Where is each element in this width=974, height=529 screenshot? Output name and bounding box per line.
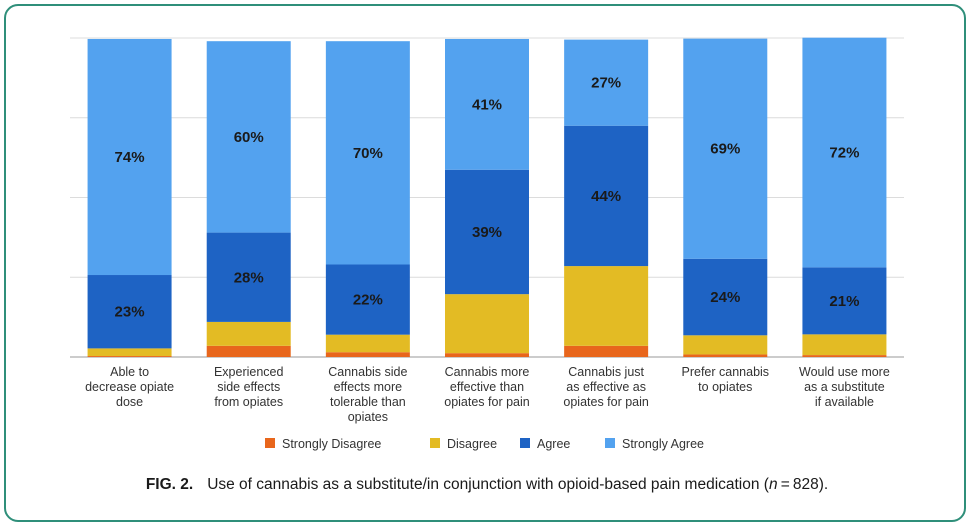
bar-segment (87, 356, 172, 357)
bar-segment (325, 264, 410, 335)
bar-segment (564, 266, 649, 346)
data-label: 22% (353, 292, 383, 309)
bar-segment (802, 334, 887, 356)
data-label: 69% (710, 141, 740, 158)
bar-segment (87, 275, 172, 349)
bar-segment (206, 345, 291, 357)
bar-segment (564, 345, 649, 357)
data-label: 44% (591, 188, 621, 205)
bar-segment (445, 294, 529, 354)
bar-segment (87, 348, 172, 357)
caption-text: Use of cannabis as a substitute/in conju… (207, 476, 769, 493)
legend-label: Agree (537, 437, 570, 451)
data-label: 74% (115, 149, 145, 166)
bar-segment (802, 355, 887, 357)
data-label: 72% (829, 145, 859, 162)
legend-swatch (605, 438, 615, 448)
bar-segment (445, 353, 529, 357)
bar-segment (564, 39, 649, 126)
category-label: Prefer cannabis to opiates (682, 365, 770, 394)
legend-swatch (265, 438, 275, 448)
data-label: 70% (353, 145, 383, 162)
legend-label: Strongly Disagree (282, 437, 381, 451)
data-label: 24% (710, 289, 740, 306)
data-label: 21% (829, 293, 859, 310)
bar-segment (206, 232, 291, 322)
bar-segment (683, 335, 768, 355)
bar-segment (325, 352, 410, 357)
legend-label: Strongly Agree (622, 437, 704, 451)
figure-caption: FIG. 2. Use of cannabis as a substitute/i… (0, 476, 974, 494)
category-label: Cannabis just as effective as opiates for … (563, 365, 649, 409)
legend-label: Disagree (447, 437, 497, 451)
data-label: 39% (472, 224, 502, 241)
category-label: Able to decrease opiate dose (85, 365, 174, 409)
bar-segment (87, 38, 172, 276)
caption-n: n (768, 476, 778, 493)
bar-segment (445, 169, 529, 295)
bar-segment (683, 354, 768, 357)
bar-segment (564, 125, 649, 267)
category-label: Experienced side effects from opiates (214, 365, 284, 409)
data-label: 41% (472, 96, 502, 113)
category-label: Would use more as a substitute if availabl… (799, 365, 890, 409)
bar-segment (683, 38, 768, 259)
caption-tail: = 828). (777, 476, 829, 493)
legend-swatch (430, 438, 440, 448)
data-label: 23% (115, 304, 145, 321)
bar-segment (802, 267, 887, 335)
bar-segment (206, 41, 291, 233)
category-label: Cannabis side effects more tolerable than o… (328, 365, 407, 424)
figure-number: FIG. 2. (145, 476, 194, 493)
bar-segment (325, 334, 410, 353)
bar-segment (445, 38, 529, 170)
bar-segment (206, 321, 291, 346)
bar-segment (683, 258, 768, 336)
legend-swatch (520, 438, 530, 448)
data-label: 60% (234, 129, 264, 146)
category-label: Cannabis more effective than opiates for p… (444, 365, 530, 409)
data-label: 28% (234, 269, 264, 286)
data-label: 27% (591, 75, 621, 92)
bar-segment (802, 37, 887, 268)
bar-segment (325, 41, 410, 265)
stacked-bar-chart: 23% 74% Able to decrease opiate dose 28% 60% Ex… (70, 37, 904, 451)
